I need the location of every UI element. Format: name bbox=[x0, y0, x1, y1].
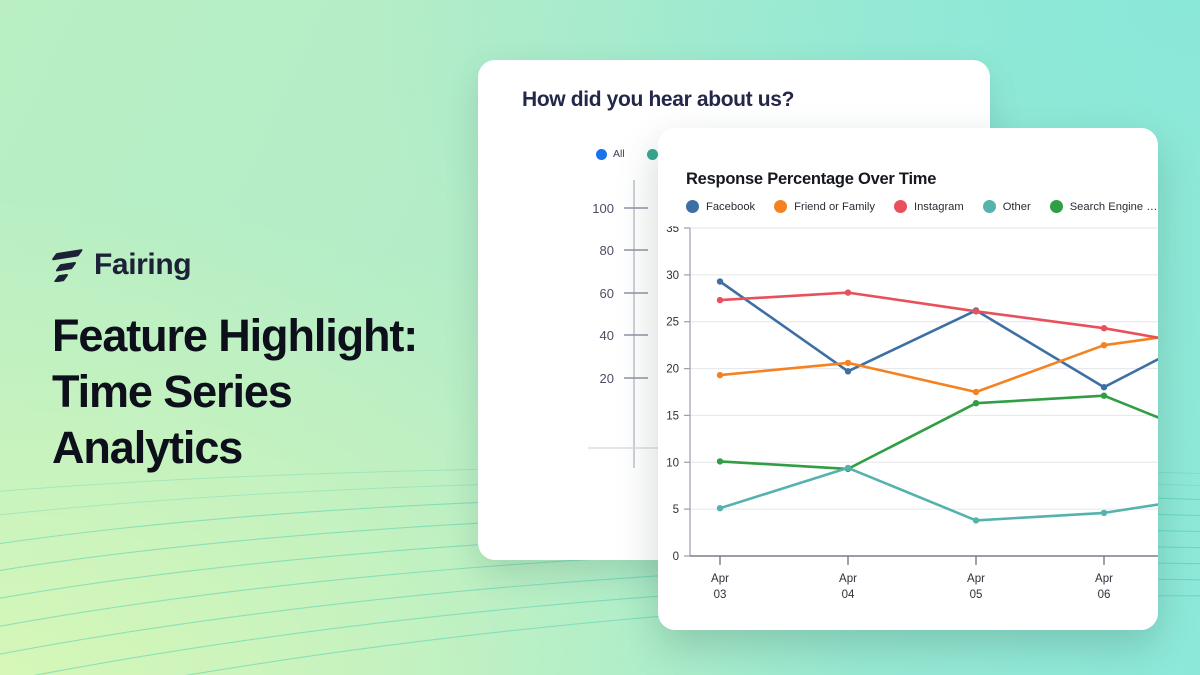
chart-y-ticks: 35 30 25 20 15 10 5 0 bbox=[666, 226, 690, 563]
back-y-ticks: 100 80 60 40 20 bbox=[592, 201, 648, 386]
xtick-apr03-top: Apr bbox=[711, 573, 729, 585]
legend-label-friend-or-family: Friend or Family bbox=[794, 200, 875, 213]
legend-item-other[interactable]: Other bbox=[982, 200, 1031, 213]
ytick-0: 0 bbox=[673, 551, 679, 563]
back-ytick-20: 20 bbox=[600, 371, 614, 386]
headline-line-2: Time Series bbox=[52, 365, 293, 417]
ytick-30: 30 bbox=[666, 270, 679, 282]
headline-line-3: Analytics bbox=[52, 421, 243, 473]
front-card-chart[interactable]: 35 30 25 20 15 10 5 0 Apr 03 Apr 04 Apr … bbox=[658, 226, 1158, 630]
page-title: Feature Highlight: Time Series Analytics bbox=[52, 308, 512, 475]
xtick-apr05-top: Apr bbox=[967, 573, 985, 585]
legend-item-instagram[interactable]: Instagram bbox=[893, 200, 964, 213]
back-card-title: How did you hear about us? bbox=[522, 88, 795, 111]
front-card-legend[interactable]: Facebook Friend or Family Instagram Othe… bbox=[686, 200, 1158, 213]
series-line-search-engine bbox=[718, 394, 1158, 471]
legend-label-instagram: Instagram bbox=[913, 200, 964, 213]
xtick-apr05-bottom: 05 bbox=[970, 589, 983, 601]
ytick-25: 25 bbox=[666, 317, 679, 329]
xtick-apr04-top: Apr bbox=[839, 573, 857, 585]
back-ytick-80: 80 bbox=[600, 243, 614, 258]
legend-dot-secondary bbox=[646, 148, 658, 160]
back-ytick-40: 40 bbox=[600, 328, 614, 343]
back-card-legend[interactable]: All bbox=[596, 148, 664, 160]
legend-label-facebook: Facebook bbox=[706, 200, 756, 213]
xtick-apr04-bottom: 04 bbox=[842, 589, 855, 601]
chart-gridlines bbox=[690, 227, 1158, 510]
legend-item-secondary[interactable] bbox=[646, 148, 664, 160]
logo-wordmark: Fairing bbox=[94, 248, 192, 281]
xtick-apr03-bottom: 03 bbox=[714, 589, 727, 601]
back-ytick-60: 60 bbox=[600, 286, 614, 301]
front-card-title: Response Percentage Over Time bbox=[686, 170, 937, 188]
legend-dot-instagram bbox=[893, 200, 907, 213]
legend-label-search-engine: Search Engine … bbox=[1069, 200, 1158, 213]
card-response-percentage[interactable]: Response Percentage Over Time Facebook F… bbox=[658, 128, 1158, 630]
logo: Fairing bbox=[52, 248, 512, 282]
headline-line-1: Feature Highlight: bbox=[52, 310, 418, 361]
back-ytick-100: 100 bbox=[592, 201, 614, 216]
brand-block: Fairing Feature Highlight: Time Series A… bbox=[52, 248, 512, 475]
chart-series-markers bbox=[716, 278, 1108, 524]
legend-dot-other bbox=[982, 200, 996, 213]
legend-item-all[interactable]: All bbox=[596, 148, 625, 160]
legend-item-friend-or-family[interactable]: Friend or Family bbox=[774, 200, 875, 213]
series-line-instagram bbox=[718, 291, 1158, 339]
series-line-other bbox=[718, 466, 1158, 522]
chart-x-ticks: Apr 03 Apr 04 Apr 05 Apr 06 bbox=[711, 556, 1113, 601]
series-line-friend-or-family bbox=[718, 336, 1158, 394]
xtick-apr06-top: Apr bbox=[1095, 573, 1113, 585]
xtick-apr06-bottom: 06 bbox=[1098, 589, 1111, 601]
legend-dot-friend-or-family bbox=[774, 200, 788, 213]
ytick-35: 35 bbox=[666, 226, 679, 235]
ytick-15: 15 bbox=[666, 410, 679, 422]
legend-dot-facebook bbox=[686, 200, 699, 213]
chart-series-lines bbox=[718, 280, 1158, 522]
legend-item-facebook[interactable]: Facebook bbox=[686, 200, 755, 213]
legend-label-all: All bbox=[613, 148, 625, 160]
legend-item-search-engine[interactable]: Search Engine … bbox=[1049, 200, 1158, 213]
fairing-logo-icon bbox=[52, 249, 83, 282]
ytick-10: 10 bbox=[666, 457, 679, 469]
ytick-5: 5 bbox=[673, 504, 679, 516]
ytick-20: 20 bbox=[666, 364, 679, 376]
legend-dot-search-engine bbox=[1049, 200, 1063, 213]
legend-dot-all bbox=[596, 148, 607, 160]
legend-label-other: Other bbox=[1002, 200, 1031, 213]
